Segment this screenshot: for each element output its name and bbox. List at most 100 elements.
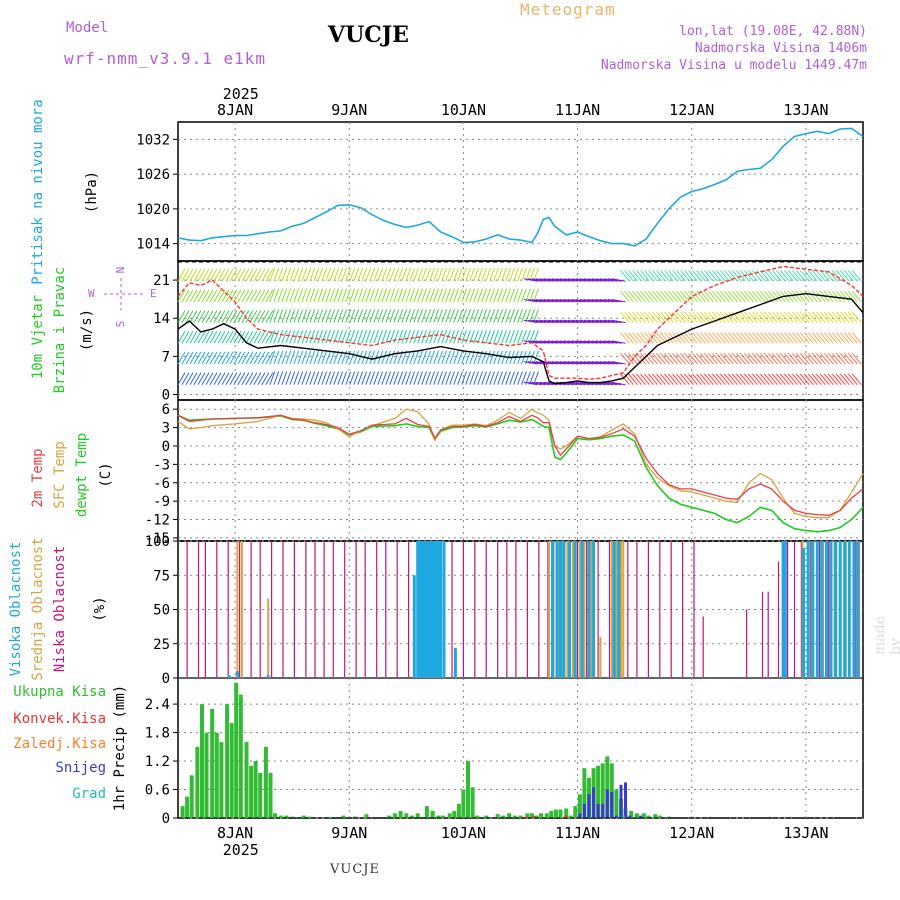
precip-bar-3 <box>638 815 642 818</box>
wind-barb <box>365 267 372 282</box>
precip-bar-0 <box>301 815 306 818</box>
wind-barb <box>803 270 814 282</box>
wind-barb <box>213 372 222 385</box>
wind-barb <box>736 332 746 344</box>
wind-barb <box>185 268 194 282</box>
precip-bar-0 <box>273 813 277 818</box>
wind-barb <box>748 270 758 282</box>
wind-barb <box>811 290 822 303</box>
cloud-bar-0 <box>682 541 684 678</box>
wind-barb <box>365 330 372 344</box>
sfc-temp-line <box>177 408 864 519</box>
cloud-bar-2 <box>612 541 616 678</box>
bottom-date-label: 9JAN <box>331 824 367 842</box>
wind-barb <box>636 332 646 344</box>
y-tick-label-precipitation: 0 <box>162 811 170 827</box>
wind-barb <box>563 361 578 365</box>
wind-barb <box>201 310 210 323</box>
y-tick-label-precipitation: 0.6 <box>145 783 170 799</box>
wind-barb <box>543 299 558 303</box>
cloud-bar-0 <box>777 561 780 678</box>
wind-barb <box>575 381 590 386</box>
wind-barb <box>445 288 451 303</box>
y-tick-label-temperature: -6 <box>153 476 170 492</box>
wind-barb <box>445 371 451 385</box>
wind-barb <box>265 351 274 365</box>
wind-barb <box>636 373 646 386</box>
wind-barb <box>289 267 296 282</box>
wind-barb <box>599 299 614 303</box>
cloud-bar-0 <box>204 541 206 678</box>
wind-barb <box>648 332 658 344</box>
wind-barb <box>465 330 471 344</box>
wind-barb <box>313 371 320 385</box>
cloud-bar-0 <box>293 541 295 678</box>
wind-barb <box>313 309 320 323</box>
wind-barb <box>843 332 854 344</box>
wind-barb <box>684 290 694 303</box>
cloud-bar-2 <box>266 675 270 678</box>
wind-barb <box>644 270 654 282</box>
cloud-bar-2 <box>820 541 824 678</box>
wind-barb <box>181 310 190 323</box>
precip-bar-3 <box>628 815 632 818</box>
wind-barb <box>815 290 826 303</box>
wind-barb <box>477 288 483 303</box>
wind-barb <box>636 352 646 365</box>
wind-barb <box>285 267 292 282</box>
wind-barb <box>579 319 594 324</box>
cloud-bar-0 <box>608 541 611 678</box>
wind-barb <box>696 270 706 282</box>
wind-barb <box>269 330 276 344</box>
wind-barb <box>724 373 734 386</box>
wind-barb <box>401 350 408 365</box>
wind-barb <box>245 372 254 385</box>
wind-barb <box>788 290 798 303</box>
wind-barb <box>425 267 431 282</box>
wind-barb <box>704 270 714 282</box>
wind-barb <box>611 340 626 344</box>
wind-barb <box>591 340 606 344</box>
wind-barb <box>181 351 190 365</box>
wind-barb <box>772 311 782 323</box>
cloud-bar-0 <box>271 541 273 678</box>
wind-barb <box>676 352 686 365</box>
y-tick-label-pressure: 1032 <box>136 132 170 148</box>
wind-barb <box>301 350 308 365</box>
wind-barb <box>457 267 463 282</box>
wind-barb <box>571 340 586 344</box>
cloud-bar-2 <box>418 541 422 678</box>
wind-barb <box>253 268 262 282</box>
wind-barb <box>815 373 826 386</box>
wind-barb <box>265 268 274 282</box>
wind-barb <box>784 270 794 282</box>
wind-barb <box>668 270 678 282</box>
wind-barb <box>684 311 694 323</box>
wind-barb <box>465 371 471 385</box>
wind-barb <box>559 299 574 303</box>
wind-barb <box>417 371 423 385</box>
temp-sfc-label: SFC Temp <box>52 441 68 508</box>
wind-barb <box>449 371 455 385</box>
wind-barb <box>381 330 388 344</box>
cloud-bar-0 <box>746 609 748 678</box>
wind-barb <box>357 309 364 323</box>
wind-barb <box>543 361 558 365</box>
wind-barb <box>449 288 455 303</box>
wind-barb <box>784 332 794 344</box>
wind-barb <box>465 350 471 365</box>
wind-barb <box>644 373 654 386</box>
wind-barb <box>401 371 408 385</box>
wind-barb <box>353 371 360 385</box>
wind-barb <box>501 371 507 385</box>
wind-barb <box>365 309 372 323</box>
wind-barb <box>505 371 511 385</box>
cloud-bar-0 <box>515 541 517 678</box>
wind-barb <box>756 311 766 323</box>
wind-barb <box>409 309 415 323</box>
wind-barb <box>527 361 542 365</box>
wind-barb <box>477 371 483 385</box>
wind-barb <box>827 311 838 323</box>
wind-barb <box>819 373 830 386</box>
wind-barb <box>297 350 304 365</box>
